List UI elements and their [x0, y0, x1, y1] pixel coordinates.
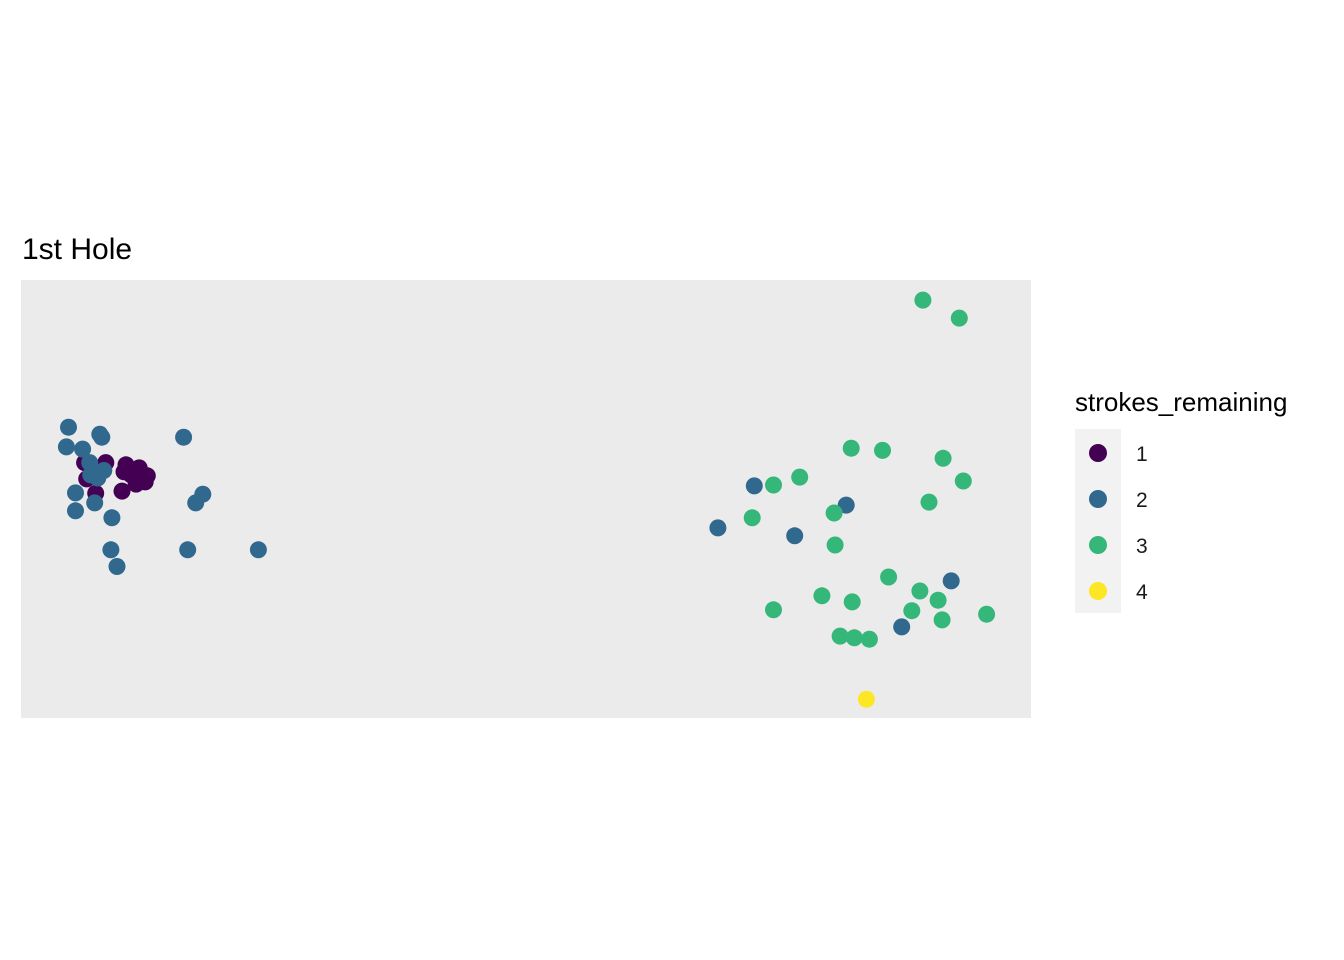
data-point-strokes-2-13	[102, 541, 120, 559]
data-point-strokes-3-12	[880, 568, 898, 586]
data-point-strokes-3-3	[874, 441, 891, 459]
data-point-strokes-2-20	[745, 477, 763, 495]
plot-panel	[21, 280, 1031, 718]
legend-label-2: 2	[1136, 489, 1148, 512]
data-point-strokes-3-4	[934, 449, 952, 467]
data-point-strokes-2-18	[179, 541, 197, 559]
data-point-strokes-2-23	[786, 527, 804, 545]
data-point-strokes-3-15	[843, 593, 861, 611]
data-point-strokes-3-8	[920, 493, 938, 511]
data-point-strokes-3-14	[813, 587, 831, 605]
data-point-strokes-3-9	[825, 504, 843, 522]
data-point-strokes-2-22	[709, 519, 727, 537]
data-point-strokes-3-16	[929, 591, 947, 609]
data-point-strokes-3-0	[914, 291, 932, 309]
data-point-strokes-3-1	[950, 309, 968, 327]
data-point-strokes-2-17	[187, 494, 205, 512]
legend-key-1	[1089, 444, 1107, 462]
data-point-strokes-2-1	[57, 438, 75, 456]
legend-key-3	[1089, 536, 1107, 554]
data-point-strokes-2-0	[60, 418, 77, 436]
data-point-strokes-3-10	[743, 509, 761, 527]
data-point-strokes-3-20	[978, 605, 996, 623]
legend-label-1: 1	[1136, 443, 1148, 466]
legend: 1 2 3 4	[1089, 443, 1148, 604]
data-point-strokes-3-6	[791, 468, 809, 486]
data-point-strokes-2-9	[67, 484, 84, 502]
data-point-strokes-2-5	[81, 454, 99, 472]
data-point-strokes-3-17	[765, 601, 782, 619]
legend-key-2	[1089, 490, 1107, 508]
data-point-strokes-2-14	[108, 558, 126, 575]
data-point-strokes-2-12	[103, 509, 121, 527]
data-point-strokes-3-19	[933, 611, 951, 629]
data-point-strokes-2-10	[86, 494, 104, 512]
data-point-strokes-3-18	[903, 602, 921, 620]
legend-label-4: 4	[1136, 581, 1148, 604]
data-point-strokes-2-8	[89, 469, 107, 487]
data-point-strokes-2-11	[67, 502, 84, 520]
data-point-strokes-2-24	[942, 572, 960, 590]
data-point-strokes-3-2	[842, 439, 860, 457]
data-point-strokes-2-15	[175, 428, 193, 446]
data-point-strokes-3-5	[954, 472, 972, 490]
data-point-strokes-2-4	[93, 428, 111, 446]
data-point-strokes-3-22	[845, 629, 863, 647]
data-point-strokes-1-9	[127, 475, 145, 493]
data-point-strokes-2-21	[837, 496, 855, 514]
data-point-strokes-2-2	[74, 440, 92, 458]
data-point-strokes-3-23	[860, 630, 878, 648]
points-layer	[57, 291, 996, 708]
data-point-strokes-3-11	[826, 536, 844, 554]
data-point-strokes-3-13	[911, 582, 929, 600]
data-point-strokes-3-7	[765, 476, 782, 494]
data-point-strokes-2-25	[893, 618, 911, 636]
data-point-strokes-4-0	[857, 690, 875, 708]
legend-key-4	[1089, 582, 1107, 600]
data-point-strokes-1-10	[113, 482, 131, 500]
data-point-strokes-2-19	[249, 541, 267, 559]
legend-label-3: 3	[1136, 535, 1148, 558]
legend-title: strokes_remaining	[1075, 387, 1287, 417]
chart-title: 1st Hole	[22, 233, 132, 266]
data-point-strokes-3-21	[831, 627, 849, 645]
